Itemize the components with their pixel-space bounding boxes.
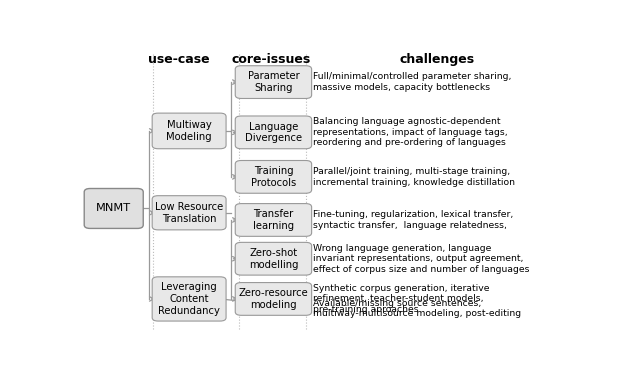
Text: Full/minimal/controlled parameter sharing,
massive models, capacity bottlenecks: Full/minimal/controlled parameter sharin… bbox=[313, 72, 511, 92]
Text: Multiway
Modeling: Multiway Modeling bbox=[166, 120, 212, 142]
FancyBboxPatch shape bbox=[236, 283, 312, 315]
Text: Low Resource
Translation: Low Resource Translation bbox=[155, 202, 223, 223]
Text: Parallel/joint training, multi-stage training,
incremental training, knowledge d: Parallel/joint training, multi-stage tra… bbox=[313, 167, 515, 186]
FancyBboxPatch shape bbox=[236, 242, 312, 275]
Text: Training
Protocols: Training Protocols bbox=[251, 166, 296, 188]
Text: Leveraging
Content
Redundancy: Leveraging Content Redundancy bbox=[158, 282, 220, 316]
FancyBboxPatch shape bbox=[152, 277, 226, 321]
Text: core-issues: core-issues bbox=[231, 53, 310, 66]
Text: Synthetic corpus generation, iterative
refinement, teacher-student models,
pre-t: Synthetic corpus generation, iterative r… bbox=[313, 284, 490, 314]
Text: Available/missing source sentences,
multiway-multisource modeling, post-editing: Available/missing source sentences, mult… bbox=[313, 299, 521, 318]
Text: Wrong language generation, language
invariant representations, output agreement,: Wrong language generation, language inva… bbox=[313, 244, 530, 274]
FancyBboxPatch shape bbox=[236, 66, 312, 98]
FancyBboxPatch shape bbox=[84, 188, 143, 228]
Text: Zero-resource
modeling: Zero-resource modeling bbox=[239, 288, 308, 310]
FancyBboxPatch shape bbox=[152, 113, 226, 149]
Text: use-case: use-case bbox=[148, 53, 210, 66]
Text: challenges: challenges bbox=[399, 53, 475, 66]
Text: MNMT: MNMT bbox=[96, 203, 131, 213]
Text: Transfer
learning: Transfer learning bbox=[253, 209, 294, 231]
FancyBboxPatch shape bbox=[236, 160, 312, 193]
FancyBboxPatch shape bbox=[236, 116, 312, 149]
FancyBboxPatch shape bbox=[236, 204, 312, 236]
Text: Language
Divergence: Language Divergence bbox=[245, 122, 302, 143]
Text: Balancing language agnostic-dependent
representations, impact of language tags,
: Balancing language agnostic-dependent re… bbox=[313, 117, 508, 147]
Text: Fine-tuning, regularization, lexical transfer,
syntactic transfer,  language rel: Fine-tuning, regularization, lexical tra… bbox=[313, 210, 513, 230]
FancyBboxPatch shape bbox=[152, 196, 226, 230]
Text: Parameter
Sharing: Parameter Sharing bbox=[248, 71, 300, 93]
Text: Zero-shot
modelling: Zero-shot modelling bbox=[249, 248, 298, 270]
